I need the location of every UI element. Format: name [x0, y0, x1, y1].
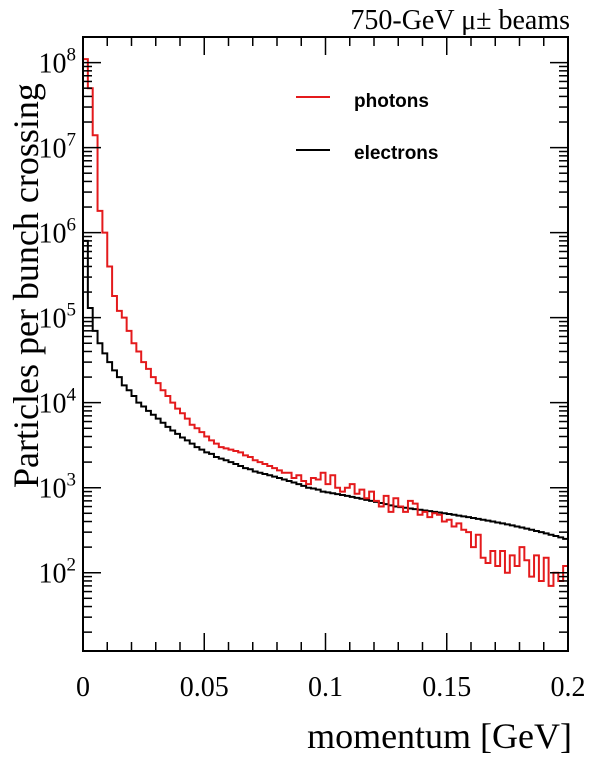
- x-tick-label: 0.15: [422, 672, 471, 703]
- y-tick-exponent: 6: [67, 215, 77, 236]
- legend: photons electrons: [296, 91, 438, 164]
- y-tick-base: 10: [39, 474, 67, 505]
- y-tick-label: 106: [39, 215, 77, 250]
- y-tick-exponent: 3: [67, 470, 77, 491]
- y-tick-base: 10: [39, 389, 67, 420]
- y-tick-exponent: 5: [67, 300, 77, 321]
- y-tick-label: 108: [39, 45, 77, 80]
- x-axis-label: momentum [GeV]: [307, 716, 572, 756]
- y-axis-label: Particles per bunch crossing: [6, 83, 46, 488]
- y-tick-exponent: 7: [67, 130, 77, 151]
- series-layer: [83, 58, 568, 619]
- y-tick-label: 107: [39, 130, 77, 165]
- y-tick-base: 10: [39, 134, 67, 165]
- y-tick-exponent: 4: [67, 385, 77, 406]
- y-tick-base: 10: [39, 559, 67, 590]
- plot-area: [83, 58, 568, 619]
- legend-item-electrons: electrons: [296, 143, 438, 164]
- x-tick-label: 0: [76, 672, 90, 703]
- y-tick-exponent: 2: [67, 555, 77, 576]
- legend-label-electrons: electrons: [354, 143, 438, 164]
- y-tick-exponent: 8: [67, 45, 77, 66]
- y-tick-base: 10: [39, 219, 67, 250]
- chart-title: 750-GeV μ± beams: [350, 5, 570, 36]
- x-tick-label: 0.2: [551, 672, 586, 703]
- series-electrons-line: [83, 239, 568, 542]
- y-tick-base: 10: [39, 49, 67, 80]
- x-tick-label: 0.05: [180, 672, 229, 703]
- y-tick-label: 103: [39, 470, 77, 505]
- y-tick-base: 10: [39, 304, 67, 335]
- legend-item-photons: photons: [296, 91, 429, 112]
- series-photons-line: [83, 58, 568, 619]
- x-tick-label: 0.1: [308, 672, 343, 703]
- legend-label-photons: photons: [354, 91, 429, 112]
- y-tick-label: 105: [39, 300, 77, 335]
- y-tick-label: 102: [39, 555, 77, 590]
- y-tick-label: 104: [39, 385, 77, 420]
